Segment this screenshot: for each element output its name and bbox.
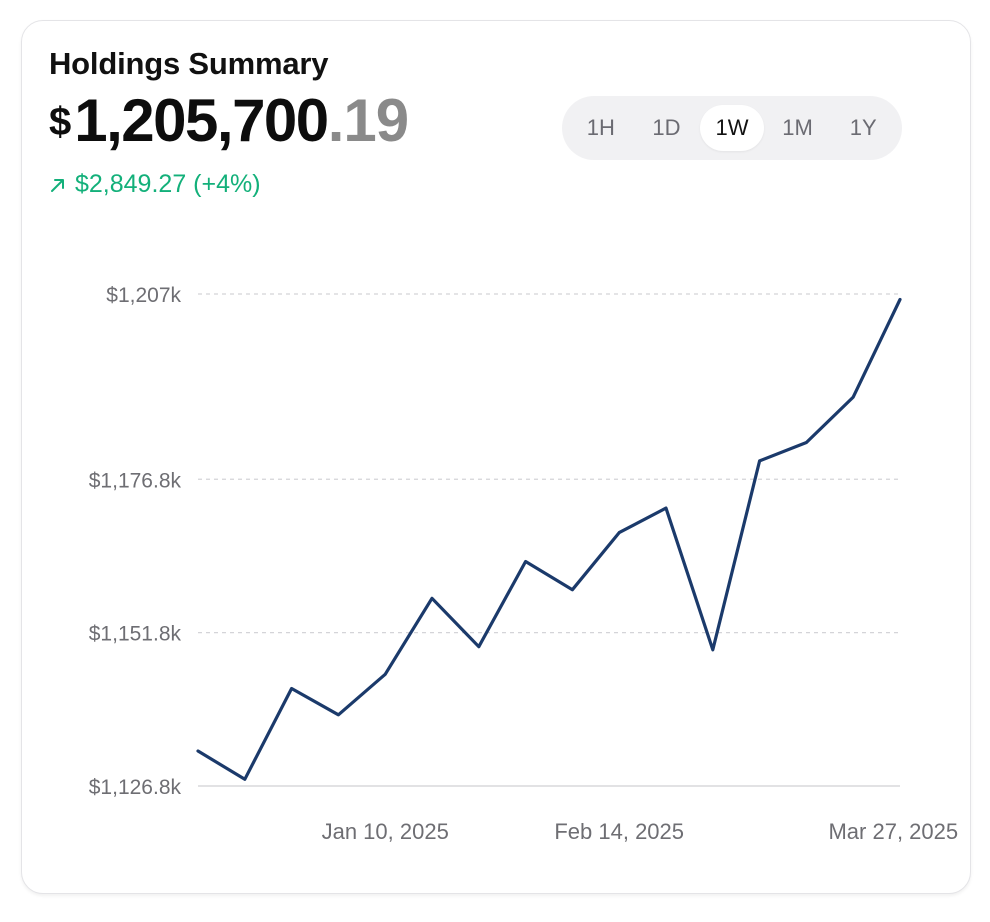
data-point	[663, 505, 669, 511]
x-tick-label: Jan 10, 2025	[322, 819, 449, 844]
data-point	[429, 595, 435, 601]
change-indicator: $2,849.27 (+4%)	[49, 170, 261, 199]
data-point	[850, 394, 856, 400]
y-tick-label: $1,151.8k	[89, 623, 182, 646]
y-tick-label: $1,126.8k	[89, 776, 182, 799]
data-point	[803, 439, 809, 445]
data-point	[757, 458, 763, 464]
y-tick-label: $1,176.8k	[89, 469, 182, 492]
change-text: $2,849.27 (+4%)	[75, 170, 261, 198]
data-point	[476, 644, 482, 650]
arrow-up-right-icon	[51, 178, 64, 192]
x-tick-label: Mar 27, 2025	[828, 819, 958, 844]
y-tick-label: $1,207k	[106, 284, 181, 307]
tab-1y[interactable]: 1Y	[849, 115, 877, 140]
holdings-card	[21, 20, 971, 894]
data-point	[616, 530, 622, 536]
tab-1m[interactable]: 1M	[782, 115, 813, 140]
data-point	[523, 558, 529, 564]
tab-1h[interactable]: 1H	[586, 115, 615, 140]
card-title: Holdings Summary	[49, 46, 329, 81]
series-line	[196, 297, 902, 781]
data-point	[897, 297, 903, 303]
tab-1w[interactable]: 1W	[699, 105, 764, 151]
data-point	[382, 671, 388, 677]
data-point	[335, 712, 341, 718]
data-point	[569, 587, 575, 593]
data-point	[195, 748, 201, 754]
time-range-tabs: 1H 1D 1W 1M 1Y	[562, 96, 902, 160]
total-amount: $1,205,700.19	[49, 86, 409, 155]
currency-symbol: $	[49, 100, 72, 144]
data-point	[710, 647, 716, 653]
amount-cents: .19	[327, 87, 409, 154]
data-point	[289, 685, 295, 691]
amount-whole: 1,205,700	[74, 87, 329, 154]
tab-1d[interactable]: 1D	[652, 115, 681, 140]
data-point	[242, 776, 248, 782]
x-tick-label: Feb 14, 2025	[554, 819, 684, 844]
